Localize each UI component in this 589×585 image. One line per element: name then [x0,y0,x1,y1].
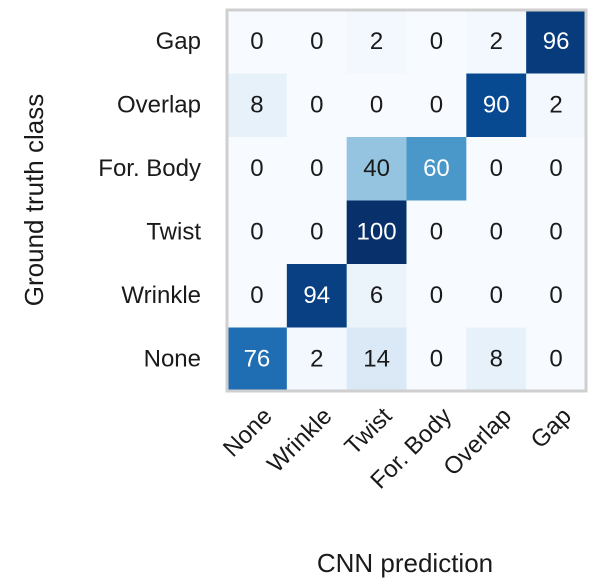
cell-label: 8 [250,92,263,119]
cell-label: 0 [490,219,503,246]
cell-label: 76 [244,346,271,373]
cell-label: 2 [370,28,383,55]
cell [286,327,348,392]
cell-label: 94 [303,282,330,309]
cell-label: 0 [310,219,323,246]
cell-label: 0 [430,28,443,55]
cell [466,200,527,265]
cell [227,137,288,201]
y-tick-label: Overlap [117,92,201,119]
cell-label: 0 [549,155,562,182]
cell [286,137,348,201]
cell [286,10,348,74]
cell [406,264,467,328]
cell [466,327,527,392]
cell [227,264,288,328]
cell-label: 0 [250,28,263,55]
cell [286,264,348,328]
cell [227,73,288,138]
cell-label: 60 [423,155,450,182]
x-tick-label: Wrinkle [262,403,337,478]
cell-label: 96 [543,28,570,55]
cell-label: 6 [370,282,383,309]
cell-label: 0 [430,92,443,119]
cell [466,137,527,201]
cell-label: 2 [549,92,562,119]
y-tick-label: None [144,346,201,373]
cell-label: 0 [250,282,263,309]
cell-label: 0 [490,282,503,309]
cell-label: 0 [250,219,263,246]
cell-label: 14 [363,346,390,373]
cell-label: 0 [370,92,383,119]
cell-label: 90 [483,92,510,119]
cell-label: 0 [549,282,562,309]
x-tick-label: Overlap [438,403,517,482]
cell [406,137,467,201]
cell [406,327,467,392]
cell [227,10,288,74]
cell-label: 0 [430,219,443,246]
cell-label: 0 [549,219,562,246]
x-tick-label: Gap [526,403,577,454]
cell [526,264,587,328]
y-tick-label: Wrinkle [121,282,201,309]
cell-label: 40 [363,155,390,182]
cell [466,73,527,138]
cell [466,10,527,74]
cell-label: 0 [310,28,323,55]
cell [406,73,467,138]
cell-label: 0 [430,346,443,373]
y-tick-label: Twist [146,219,201,246]
cell-label: 0 [250,155,263,182]
cell [227,200,288,265]
cell [227,327,288,392]
cell [526,10,587,74]
y-axis-label: Ground truth class [19,94,49,306]
cell [286,73,348,138]
frame [225,8,588,393]
cell [406,200,467,265]
cell-label: 2 [490,28,503,55]
cell [286,200,348,265]
cell-label: 0 [490,155,503,182]
cell [346,327,407,392]
cell-label: 0 [310,155,323,182]
cell [526,327,587,392]
cell-label: 2 [310,346,323,373]
cell [346,137,407,201]
cell-label: 8 [490,346,503,373]
cell [346,10,407,74]
cell-label: 0 [430,282,443,309]
cell [406,10,467,74]
y-tick-label: For. Body [98,155,201,182]
cell [526,137,587,201]
cell [346,73,407,138]
x-axis-label: CNN prediction [317,548,493,578]
cell [346,264,407,328]
cell-label: 0 [310,92,323,119]
cell-label: 100 [357,219,397,246]
cell [466,264,527,328]
cell [526,73,587,138]
y-tick-label: Gap [156,28,201,55]
cell [526,200,587,265]
cell [346,200,407,265]
cell-label: 0 [549,346,562,373]
